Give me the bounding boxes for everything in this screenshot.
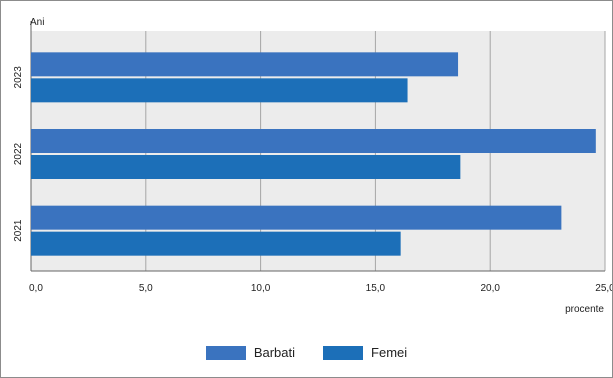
bar-barbati-2022 — [31, 129, 596, 153]
bar-femei-2021 — [31, 231, 401, 256]
x-tick-label: 5,0 — [139, 283, 153, 294]
legend-label-femei: Femei — [371, 345, 408, 360]
y-axis-title: Ani — [30, 17, 44, 28]
x-tick-label: 15,0 — [366, 283, 386, 294]
legend-item-barbati: Barbati — [205, 345, 296, 360]
x-tick-label: 0,0 — [29, 283, 43, 294]
y-tick-label-2023: 2023 — [13, 66, 24, 89]
legend-item-femei: Femei — [323, 345, 407, 360]
x-tick-label: 25,0 — [595, 283, 612, 294]
x-tick-label: 10,0 — [251, 283, 271, 294]
y-tick-label-2021: 2021 — [13, 219, 24, 242]
legend: Barbati Femei — [1, 345, 612, 360]
x-axis-title: procente — [565, 304, 604, 315]
bar-barbati-2023 — [31, 52, 459, 77]
legend-swatch-barbati — [205, 345, 246, 360]
bar-barbati-2021 — [31, 205, 562, 230]
y-tick-label-2022: 2022 — [13, 142, 24, 165]
bar-femei-2023 — [31, 78, 408, 103]
legend-swatch-femei — [323, 345, 364, 360]
bar-femei-2022 — [31, 155, 461, 179]
legend-label-barbati: Barbati — [253, 345, 296, 360]
x-tick-label: 20,0 — [480, 283, 500, 294]
